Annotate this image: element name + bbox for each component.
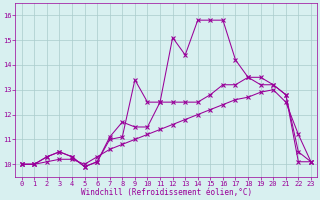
X-axis label: Windchill (Refroidissement éolien,°C): Windchill (Refroidissement éolien,°C)	[81, 188, 252, 197]
